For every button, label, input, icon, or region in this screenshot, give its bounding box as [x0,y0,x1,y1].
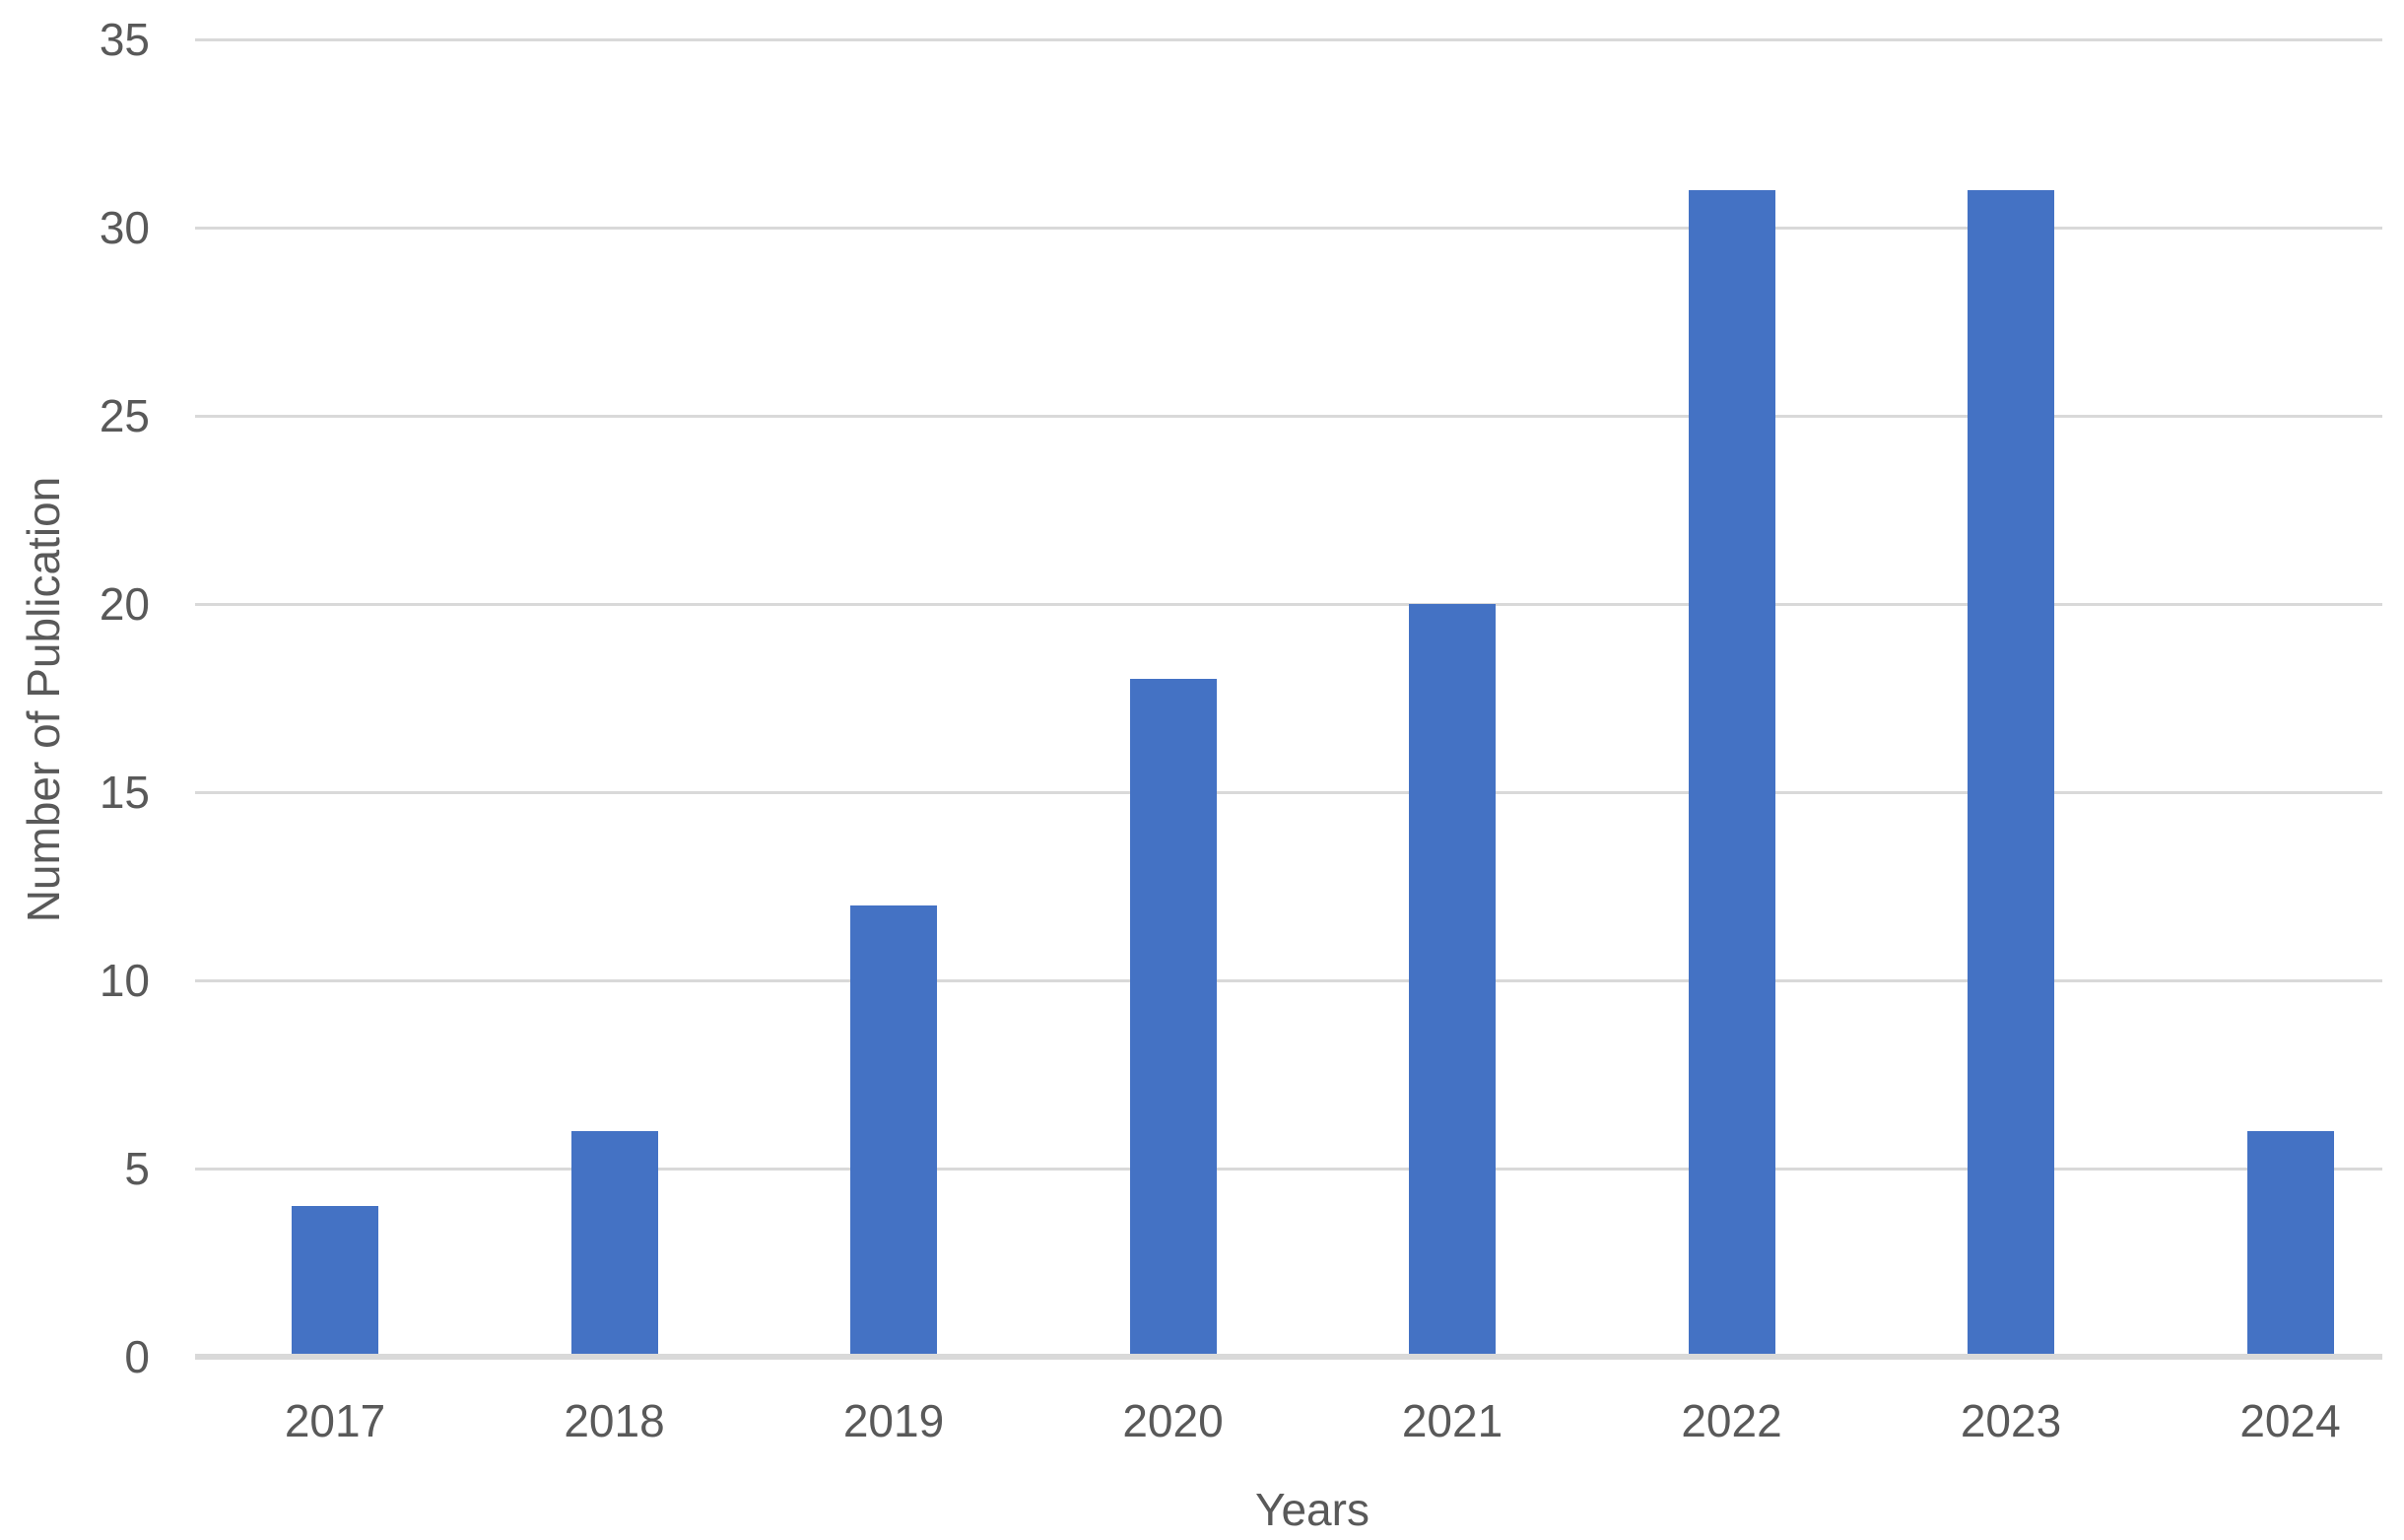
y-axis-title: Number of Publication [18,476,69,923]
y-tick-label: 0 [124,1331,150,1382]
gridline [195,602,2382,606]
y-tick-label: 5 [124,1143,150,1194]
gridline [195,414,2382,418]
y-tick-label: 25 [99,390,150,441]
x-tick-label: 2024 [2239,1395,2341,1446]
y-tick-label: 30 [99,202,150,253]
x-axis-line [195,1354,2382,1360]
bar-2022 [1688,189,1775,1354]
x-tick-label: 2023 [1960,1395,2062,1446]
x-tick-label: 2017 [284,1395,386,1446]
y-tick-label: 20 [99,578,150,630]
gridline [195,1167,2382,1171]
x-tick-label: 2018 [564,1395,665,1446]
bar-2017 [292,1206,378,1354]
x-axis-title: Years [1255,1484,1369,1535]
gridline [195,37,2382,41]
y-tick-label: 15 [99,767,150,818]
y-tick-label: 35 [99,14,150,65]
bar-2018 [570,1130,658,1354]
x-tick-label: 2019 [842,1395,945,1446]
y-tick-label: 10 [99,955,150,1006]
bar-2023 [1968,189,2054,1354]
bar-2021 [1409,604,1496,1354]
x-tick-label: 2021 [1401,1395,1503,1446]
gridline [195,226,2382,230]
x-tick-label: 2020 [1122,1395,1224,1446]
bar-2020 [1129,679,1217,1354]
bar-2019 [850,904,937,1354]
x-tick-label: 2022 [1681,1395,1782,1446]
bar-2024 [2246,1130,2334,1354]
gridline [195,790,2382,794]
gridline [195,978,2382,982]
